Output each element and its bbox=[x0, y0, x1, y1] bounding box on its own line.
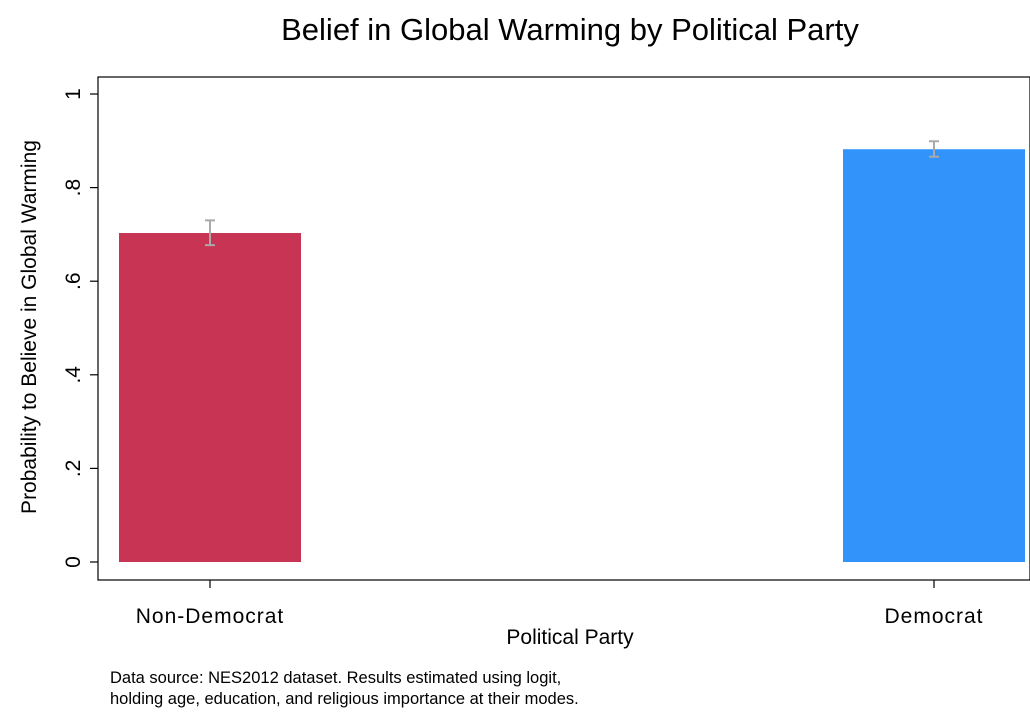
x-tick-label: Non-Democrat bbox=[136, 605, 285, 628]
error-bars-group bbox=[205, 140, 939, 247]
y-tick-label: .8 bbox=[62, 179, 85, 197]
y-tick-label: .4 bbox=[62, 366, 85, 384]
error-bar bbox=[205, 219, 215, 247]
plot-area-frame bbox=[97, 76, 1030, 581]
bars-group bbox=[119, 149, 1025, 562]
x-tick-label: Democrat bbox=[884, 605, 983, 628]
bar-non-democrat bbox=[119, 232, 301, 562]
y-tick-label: .2 bbox=[62, 460, 85, 478]
chart-title: Belief in Global Warming by Political Pa… bbox=[281, 12, 859, 47]
y-tick-label: .6 bbox=[62, 272, 85, 290]
y-axis: 0 .2 .4 .6 .8 1 bbox=[62, 88, 98, 568]
data-source-note-line-1: Data source: NES2012 dataset. Results es… bbox=[110, 669, 561, 687]
data-source-note-line-2: holding age, education, and religious im… bbox=[110, 690, 579, 708]
y-tick-label: 1 bbox=[62, 88, 85, 100]
y-tick-label: 0 bbox=[62, 556, 85, 568]
error-bar bbox=[929, 140, 939, 158]
x-axis: Non-Democrat Democrat bbox=[136, 580, 983, 628]
y-axis-label: Probability to Believe in Global Warming bbox=[18, 140, 41, 514]
bar-democrat bbox=[843, 149, 1025, 562]
x-axis-label: Political Party bbox=[506, 626, 634, 649]
